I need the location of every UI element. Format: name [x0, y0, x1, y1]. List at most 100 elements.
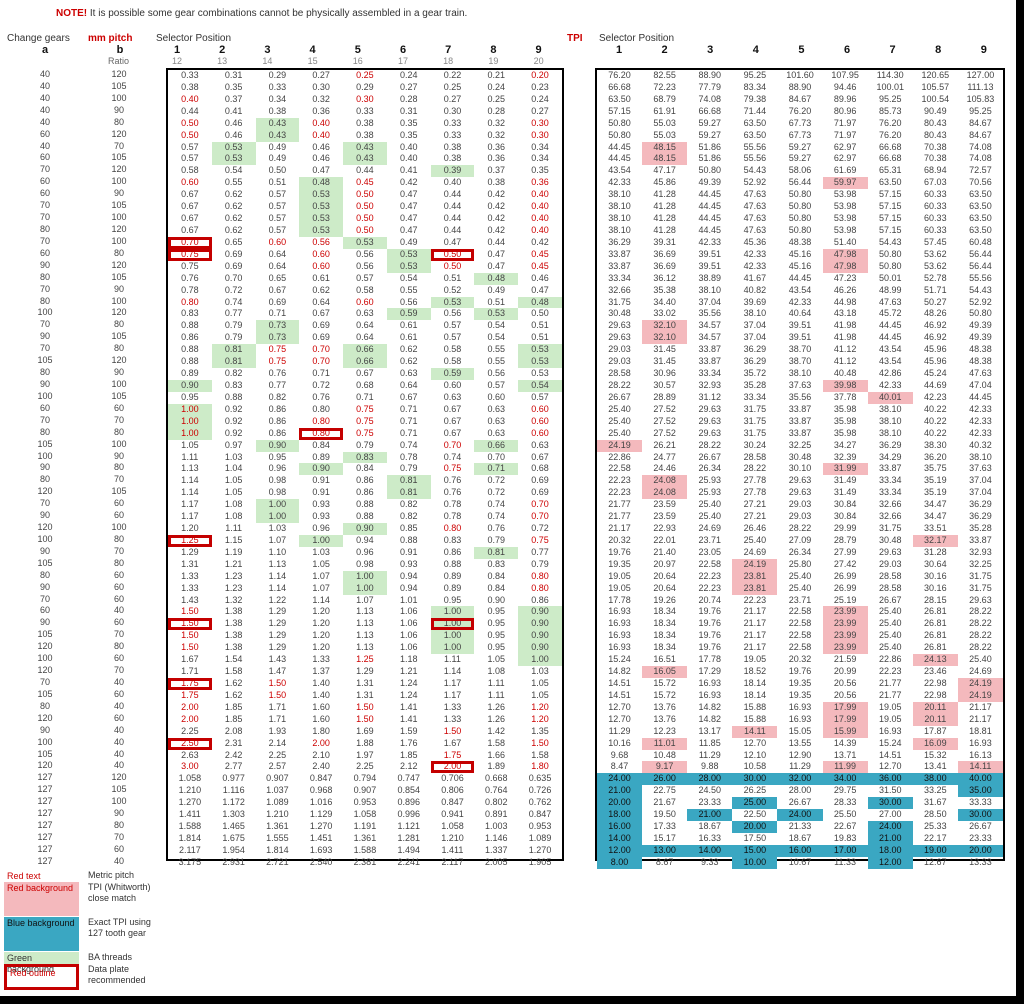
pitch-row-cell: 1.00: [343, 582, 387, 595]
tpi-row-cell: 12.00: [867, 856, 913, 869]
tpi-row: 29.63 32.10 34.57 37.04 39.51 41.98 44.45 46.92…: [597, 332, 1003, 345]
pitch-row-cell: 0.32: [487, 129, 505, 140]
tpi-row-cell: 111.13: [967, 81, 994, 92]
tpi-row-cell: 51.71: [924, 284, 947, 295]
pitch-row: 0.75 0.69 0.64 0.60 0.56 0.53 0.50 0.47 0.45: [168, 248, 562, 261]
pitch-row-cell: 1.38: [224, 630, 243, 641]
tpi-row-cell: 25.19: [833, 594, 857, 605]
gear-row: 105 100: [20, 439, 168, 451]
pitch-row-cell: 1.11: [487, 678, 505, 689]
tpi-row: 57.15 61.91 66.68 71.44 76.20 80.96 85.73 90.49…: [597, 106, 1003, 118]
pitch-row-cell: 1.411: [441, 844, 464, 855]
pitch-row-cell: 1.60: [312, 701, 330, 712]
pitch-row-cell: 1.089: [528, 833, 552, 843]
pitch-row-cell: 1.85: [224, 701, 243, 712]
pitch-row-cell: 0.51: [487, 296, 505, 307]
tpi-row-cell: 66.68: [608, 81, 631, 92]
tpi-row-cell: 29.63: [698, 415, 722, 426]
pitch-row-cell: 0.41: [399, 165, 418, 176]
tpi-row-cell: 33.87: [788, 427, 812, 438]
gear-row: 40 105: [20, 81, 168, 93]
tpi-row-cell: 26.81: [924, 630, 947, 641]
tpi-row: 22.86 24.77 26.67 28.58 30.48 32.39 34.29 36.20…: [597, 452, 1003, 464]
tpi-row-cell: 27.52: [653, 403, 676, 414]
tpi-row-cell: 11.33: [834, 856, 857, 867]
pitch-row-cell: 0.44: [181, 105, 199, 116]
tpi-row-cell: 26.99: [833, 582, 857, 593]
pitch-row-cell: 0.71: [312, 368, 330, 379]
pitch-row-cell: 0.79: [531, 558, 549, 569]
pitch-row-cell: 1.80: [531, 761, 549, 772]
gear-row-cell: 105: [111, 784, 127, 795]
pitch-row-cell: 1.50: [531, 737, 549, 748]
tpi-row-cell: 21.17: [743, 606, 767, 617]
pitch-position-3: 3: [264, 44, 271, 56]
pitch-row-cell: 0.54: [224, 165, 243, 176]
pitch-row-cell: 1.00: [255, 499, 300, 512]
tpi-row-cell: 15.24: [608, 654, 631, 665]
pitch-row-cell: 2.50: [168, 737, 212, 750]
gear-row: 60 60: [20, 403, 168, 415]
pitch-row-cell: 0.56: [443, 308, 462, 319]
pitch-row-cell: 0.78: [181, 284, 199, 295]
pitch-row-cell: 1.41: [399, 701, 418, 712]
pitch-row: 0.70 0.65 0.60 0.56 0.53 0.49 0.47 0.44 0.42: [168, 236, 562, 249]
tpi-row-cell: 35.75: [924, 463, 947, 474]
tpi-position-1: 1: [615, 44, 623, 56]
pitch-row-cell: 0.74: [443, 451, 462, 462]
tpi-row-cell: 27.42: [833, 558, 857, 569]
gear-row: 105 120: [20, 355, 168, 367]
tpi-row-cell: 74.08: [969, 153, 992, 164]
tpi-row-cell: 63.50: [878, 177, 902, 188]
pitch-row-cell: 0.40: [531, 224, 549, 235]
tpi-row-cell: 21.59: [833, 654, 857, 665]
tpi-row-cell: 39.51: [788, 332, 812, 343]
pitch-row: 0.60 0.55 0.51 0.48 0.45 0.42 0.40 0.38 0.36: [168, 177, 562, 190]
pitch-row-cell: 2.00: [430, 761, 475, 774]
tpi-row: 14.00 15.17 16.33 17.50 18.67 19.83 21.00 22.17…: [597, 833, 1003, 845]
pitch-row-cell: 0.764: [484, 785, 508, 796]
gear-row: 127 120: [20, 772, 168, 784]
pitch-teeth-9: 20: [533, 56, 544, 66]
pitch-row-cell: 0.37: [487, 165, 505, 176]
pitch-row: 0.33 0.31 0.29 0.27 0.25 0.24 0.22 0.21 0.20: [168, 70, 562, 82]
tpi-row-cell: 50.80: [788, 201, 812, 212]
pitch-row-cell: 0.46: [224, 117, 243, 128]
gear-row-cell: 40: [113, 748, 124, 759]
tpi-row-cell: 68.79: [653, 93, 676, 104]
pitch-row-cell: 0.21: [487, 70, 505, 80]
pitch-row-cell: 0.88: [443, 558, 462, 569]
gear-row-cell: 60: [39, 128, 50, 139]
tpi-row-cell: 44.45: [969, 391, 992, 402]
pitch-row-cell: 1.003: [484, 821, 508, 832]
pitch-row-cell: 1.07: [356, 594, 374, 605]
tpi-row-cell: 24.46: [653, 463, 676, 474]
tpi-row-cell: 24.19: [732, 558, 778, 571]
tpi-selector-position-header: Selector Position: [599, 33, 675, 44]
pitch-row-cell: 0.79: [224, 332, 243, 343]
tpi-row-cell: 12.70: [878, 761, 902, 772]
pitch-row: 0.50 0.46 0.43 0.40 0.38 0.35 0.33 0.32 0.30: [168, 129, 562, 142]
tpi-row-cell: 17.99: [822, 713, 868, 726]
pitch-row-cell: 0.34: [531, 153, 549, 164]
tpi-row: 25.40 27.52 29.63 31.75 33.87 35.98 38.10 40.22…: [597, 428, 1003, 440]
pitch-row-cell: 2.63: [181, 749, 199, 760]
pitch-row: 1.50 1.38 1.29 1.20 1.13 1.06 1.00 0.95 0.90: [168, 642, 562, 655]
tpi-row-cell: 18.34: [653, 630, 676, 641]
pitch-position-6: 6: [399, 44, 407, 56]
gear-row-cell: 120: [111, 307, 127, 318]
tpi-row-cell: 26.67: [788, 797, 812, 808]
gear-row-cell: 80: [39, 700, 50, 711]
tpi-row-cell: 48.15: [642, 141, 688, 154]
tpi-row-cell: 53.98: [833, 224, 857, 235]
tpi-row-cell: 40.22: [924, 403, 947, 414]
tpi-row-cell: 66.68: [698, 105, 722, 116]
pitch-row-cell: 1.20: [531, 701, 549, 712]
tpi-row-cell: 12.10: [743, 749, 767, 760]
tpi-row-cell: 21.67: [653, 797, 676, 808]
tpi-row-cell: 31.12: [698, 391, 722, 402]
tpi-row-cell: 42.33: [969, 427, 992, 438]
pitch-row-cell: 0.53: [343, 236, 387, 249]
pitch-row-cell: 1.50: [443, 725, 462, 736]
tpi-row-cell: 30.64: [924, 558, 947, 569]
